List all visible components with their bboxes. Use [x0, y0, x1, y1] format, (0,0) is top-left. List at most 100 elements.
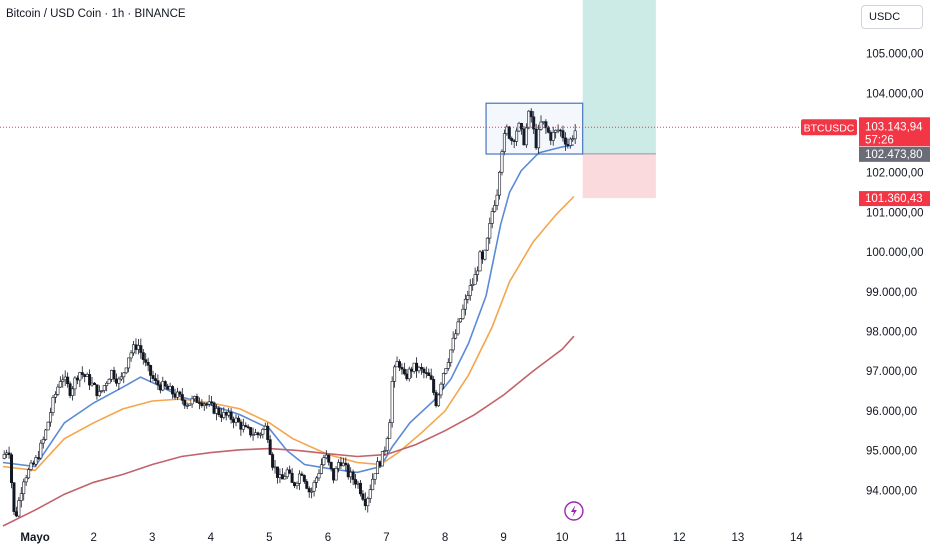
- time-axis[interactable]: Mayo 2 3 4 5 6 7 8 9 10 11 12 13 14: [20, 532, 803, 544]
- lightning-bolt-shape: [570, 505, 577, 517]
- candle-up: [441, 373, 445, 385]
- candle-up: [202, 403, 206, 406]
- candle-up: [473, 274, 477, 285]
- candle-down: [351, 471, 355, 480]
- price-tick-label: 101.000,00: [866, 207, 924, 219]
- candle-down: [210, 401, 214, 404]
- candle-down: [300, 473, 304, 476]
- candle-up: [263, 425, 267, 430]
- candle-down: [239, 421, 243, 430]
- candle-up: [61, 379, 65, 382]
- price-tick-label: 104.000,00: [866, 88, 924, 100]
- candle-up: [129, 352, 133, 359]
- candle-down: [156, 380, 160, 386]
- candle-up: [451, 337, 455, 351]
- candle-down: [346, 464, 350, 478]
- price-axis[interactable]: 94.000,00 95.000,00 96.000,00 97.000,00 98.0…: [866, 49, 924, 498]
- candle-up: [278, 474, 282, 478]
- candle-up: [334, 468, 338, 481]
- candle-up: [539, 121, 543, 130]
- candle-down: [288, 469, 292, 474]
- candle-up: [471, 284, 475, 286]
- candle-up: [478, 251, 482, 272]
- candle-down: [432, 379, 436, 393]
- price-tick-label: 95.000,00: [866, 446, 917, 458]
- candle-down: [507, 126, 511, 139]
- time-tick-label: 10: [556, 532, 569, 544]
- candle-down: [307, 488, 311, 493]
- candle-up: [573, 130, 577, 140]
- candle-down: [280, 474, 284, 480]
- candle-up: [388, 422, 392, 439]
- candle-down: [332, 468, 336, 481]
- candle-up: [368, 489, 372, 499]
- candle-up: [283, 476, 287, 480]
- event-marker[interactable]: [564, 501, 584, 521]
- candle-down: [158, 384, 162, 391]
- time-tick-label: 3: [149, 532, 155, 544]
- candle-up: [483, 249, 487, 260]
- candle-down: [544, 121, 548, 129]
- candle-up: [58, 381, 62, 388]
- candle-down: [171, 386, 175, 395]
- candle-down: [532, 116, 536, 130]
- candle-up: [105, 382, 109, 386]
- candle-up: [110, 369, 114, 380]
- candle-down: [139, 345, 143, 353]
- candle-down: [424, 372, 428, 374]
- candle-down: [422, 368, 426, 373]
- candle-down: [151, 375, 155, 379]
- candle-up: [297, 473, 301, 484]
- candle-down: [429, 375, 433, 380]
- candle-up: [466, 295, 470, 300]
- current-price-label: 103.143,94: [865, 121, 923, 133]
- candle-down: [88, 374, 92, 386]
- candle-down: [410, 368, 414, 372]
- candle-up: [439, 383, 443, 396]
- time-tick-label: 7: [383, 532, 389, 544]
- candle-up: [85, 374, 89, 377]
- candle-down: [134, 344, 138, 350]
- candle-down: [361, 493, 365, 500]
- candle-up: [71, 388, 75, 396]
- candle-down: [510, 138, 514, 141]
- candle-down: [293, 482, 297, 487]
- candle-down: [249, 427, 253, 436]
- candle-up: [63, 376, 67, 381]
- candle-down: [197, 402, 201, 404]
- candle-up: [175, 391, 179, 398]
- candle-up: [395, 361, 399, 368]
- candle-down: [12, 482, 16, 512]
- candle-up: [412, 362, 416, 372]
- candle-down: [290, 472, 294, 483]
- candle-up: [444, 368, 448, 374]
- time-tick-label: 2: [90, 532, 96, 544]
- candle-up: [19, 493, 23, 501]
- moving-average-3: [2, 335, 575, 527]
- candle-down: [112, 369, 116, 380]
- candle-up: [490, 211, 494, 224]
- candle-up: [322, 457, 326, 466]
- candle-up: [380, 451, 384, 467]
- stop-zone: [582, 153, 656, 199]
- candle-down: [236, 417, 240, 423]
- candle-up: [161, 381, 165, 391]
- candle-down: [268, 439, 272, 455]
- countdown-label: 57:26: [865, 134, 894, 146]
- candle-up: [495, 194, 499, 206]
- candle-down: [232, 419, 236, 423]
- candle-down: [36, 457, 40, 459]
- currency-button[interactable]: USDC: [861, 5, 923, 29]
- candle-up: [258, 433, 262, 436]
- candle-down: [75, 377, 79, 381]
- candle-up: [502, 133, 506, 152]
- candle-up: [527, 110, 531, 129]
- candle-up: [371, 478, 375, 490]
- candle-up: [214, 408, 218, 414]
- candle-down: [144, 359, 148, 363]
- candle-up: [390, 381, 394, 423]
- candle-down: [402, 368, 406, 375]
- candle-up: [51, 397, 55, 413]
- candle-up: [285, 469, 289, 478]
